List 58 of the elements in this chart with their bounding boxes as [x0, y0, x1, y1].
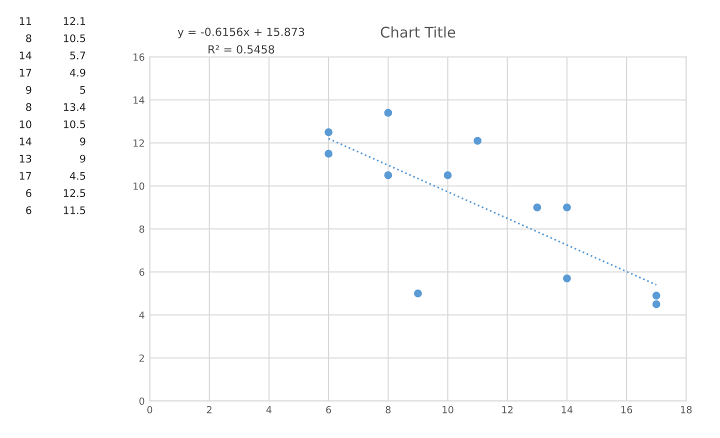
text: 9 — [80, 154, 86, 163]
text: 9 — [80, 138, 86, 146]
x-tick-label: 10 — [442, 406, 454, 414]
text: R² = 0.5458 — [208, 45, 274, 54]
text: 12.1 — [64, 17, 86, 25]
text: 8 — [26, 34, 32, 42]
text: y = -0.6156x + 15.873 — [178, 28, 304, 38]
y-tick-label: 8 — [139, 225, 144, 233]
x-tick-label: 6 — [326, 406, 332, 414]
text: 17 — [20, 68, 32, 76]
y-tick-label: 2 — [139, 354, 144, 362]
text: 8 — [26, 103, 32, 112]
text: 13 — [20, 154, 32, 163]
x-tick-label: 18 — [681, 406, 692, 414]
x-tick-label: 8 — [386, 406, 391, 414]
text: 4.5 — [70, 172, 86, 180]
y-tick-label: 6 — [139, 268, 144, 276]
text: 14 — [20, 52, 32, 60]
point — [474, 136, 482, 145]
text: 10.5 — [64, 34, 86, 42]
text: 5 — [80, 86, 86, 94]
point — [384, 108, 392, 117]
text: 13.4 — [64, 103, 86, 112]
x-tick-label: 12 — [502, 406, 513, 414]
point — [533, 204, 542, 212]
text: 11 — [20, 17, 32, 25]
x-tick-label: 4 — [266, 406, 272, 414]
x-tick-label: 2 — [206, 406, 212, 414]
y-tick-label: 10 — [134, 182, 144, 190]
chart-title: Chart Title — [380, 26, 456, 38]
text: 17 — [20, 172, 32, 180]
text: 12.5 — [64, 189, 86, 198]
text: 11.5 — [64, 206, 86, 214]
point — [652, 300, 660, 308]
text: 4.9 — [70, 68, 86, 77]
y-tick-label: 16 — [134, 53, 144, 61]
point — [414, 290, 422, 298]
point — [563, 274, 571, 282]
point — [324, 150, 333, 158]
text: 6 — [26, 206, 32, 214]
text: 9 — [26, 86, 32, 94]
point — [384, 171, 392, 180]
y-tick-label: 4 — [139, 312, 144, 319]
point — [563, 204, 571, 212]
x-tick-label: 0 — [147, 406, 152, 414]
y-tick-label: 12 — [134, 139, 144, 147]
y-tick-label: 0 — [139, 397, 144, 405]
text: 10 — [20, 120, 32, 128]
text: 5.7 — [70, 52, 86, 60]
text: 6 — [26, 189, 32, 198]
text: 14 — [20, 138, 32, 146]
text: 10.5 — [64, 120, 86, 128]
x-tick-label: 16 — [621, 406, 632, 414]
point — [444, 171, 452, 180]
point — [652, 292, 660, 300]
x-tick-label: 14 — [562, 406, 573, 414]
point — [324, 128, 333, 136]
y-tick-label: 14 — [134, 96, 144, 104]
